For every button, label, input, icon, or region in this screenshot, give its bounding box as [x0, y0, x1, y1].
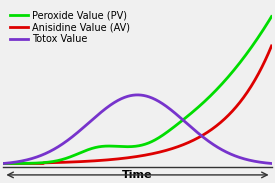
- X-axis label: Time: Time: [122, 169, 153, 180]
- Legend: Peroxide Value (PV), Anisidine Value (AV), Totox Value: Peroxide Value (PV), Anisidine Value (AV…: [8, 8, 132, 46]
